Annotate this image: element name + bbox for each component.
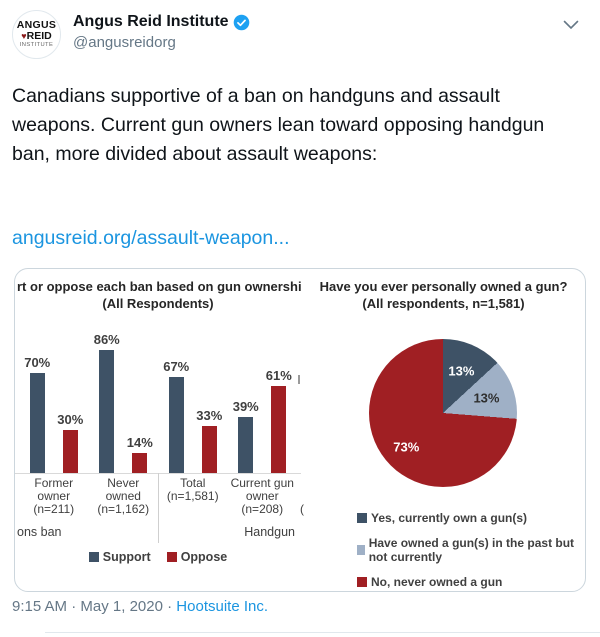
bar-value-label: 70%	[24, 355, 51, 370]
bar-category-axis: Former owner (n=211) Never owned (n=1,162…	[19, 477, 297, 516]
bar-oppose	[201, 426, 217, 473]
time: 9:15 AM	[12, 598, 68, 615]
legend-swatch	[88, 552, 99, 562]
legend-label: No, never owned a gun	[371, 575, 503, 589]
bar-value-label: 33%	[196, 408, 223, 423]
cropped-text-fragment: (	[300, 502, 304, 516]
legend-swatch	[166, 552, 177, 562]
author-handle[interactable]: @angusreidorg	[73, 34, 176, 51]
bar-group-separator	[158, 473, 159, 543]
bar-category-label: Current gun owner (n=208)	[230, 476, 294, 516]
bar-value-label: 61%	[265, 368, 292, 383]
avatar[interactable]: ANGUS ♥REID INSTITUTE	[12, 10, 61, 59]
pie-chart-panel: Have you ever personally owned a gun? (A…	[301, 269, 585, 591]
bar-group-axis: ons ban Handgun	[17, 525, 297, 540]
date: May 1, 2020	[80, 598, 163, 615]
bar-category-label: Total (n=1,581)	[166, 476, 219, 503]
avatar-text-reid: ♥REID	[21, 30, 52, 43]
bar-chart-panel: rt or oppose each ban based on gun owner…	[15, 269, 304, 591]
bar-group: 67% 33%	[163, 359, 222, 473]
dot-separator: ·	[71, 598, 77, 615]
bar-plot-area: 70% 30% 86% 14% 67% 33% 39% 61%	[19, 329, 297, 473]
bar-category-label: Former owner (n=211)	[33, 476, 75, 516]
pie-chart-subtitle: (All respondents, n=1,581)	[362, 296, 525, 311]
pie-slice-label: 13%	[448, 363, 475, 379]
legend-item: No, never owned a gun	[357, 575, 585, 589]
bar-oppose	[271, 386, 287, 473]
bar-support	[29, 373, 45, 473]
bar-chart-subtitle: (All Respondents)	[102, 296, 214, 311]
legend-item: Have owned a gun(s) in the past but not …	[357, 536, 585, 564]
pie-legend: Yes, currently own a gun(s) Have owned a …	[357, 511, 585, 591]
legend-swatch	[357, 545, 365, 555]
bar-value-label: 86%	[93, 332, 120, 347]
chevron-down-icon[interactable]	[560, 14, 582, 36]
tweet-text: Canadians supportive of a ban on handgun…	[12, 85, 545, 165]
bar-support	[168, 377, 184, 473]
bar-category-label: Never owned (n=1,162)	[97, 476, 150, 516]
bottom-divider	[45, 632, 600, 633]
tweet-link[interactable]: angusreid.org/assault-weapon...	[12, 227, 290, 249]
display-name[interactable]: Angus Reid Institute	[73, 13, 229, 30]
bar-value-label: 67%	[163, 359, 190, 374]
avatar-text-institute: INSTITUTE	[19, 42, 54, 49]
legend-label: Have owned a gun(s) in the past but not …	[368, 536, 575, 564]
tweet-header: ANGUS ♥REID INSTITUTE Angus Reid Institu…	[12, 10, 590, 60]
bar-value-label: 14%	[126, 435, 153, 450]
author-names: Angus Reid Institute @angusreidorg	[73, 13, 250, 51]
source-link[interactable]: Hootsuite Inc.	[176, 598, 269, 615]
tweet-timestamp: 9:15 AM · May 1, 2020 · Hootsuite Inc.	[12, 598, 268, 615]
legend-label: Yes, currently own a gun(s)	[371, 511, 528, 525]
bar-group: 70% 30%	[24, 355, 83, 473]
bar-support	[238, 417, 254, 473]
avatar-text-angus: ANGUS	[16, 18, 57, 31]
legend-label: Oppose	[180, 550, 228, 564]
pie-chart: 13% 13% 73%	[369, 339, 517, 487]
group-label-handgun: Handgun	[244, 525, 295, 539]
pie-slice-label: 73%	[393, 439, 420, 455]
dot-separator: ·	[167, 598, 173, 615]
bar-oppose	[62, 430, 78, 473]
bar-value-label: 39%	[232, 399, 259, 414]
bar-chart-title: rt or oppose each ban based on gun owner…	[17, 279, 301, 294]
legend-item: Oppose	[166, 550, 228, 564]
legend-label: Support	[102, 550, 151, 564]
pie-slice-label: 13%	[473, 390, 500, 406]
bar-oppose	[132, 453, 148, 473]
legend-item: Yes, currently own a gun(s)	[357, 511, 585, 525]
cropped-artifact	[298, 375, 300, 384]
bar-legend: Support Oppose	[15, 550, 301, 564]
legend-swatch	[357, 513, 367, 523]
bar-group: 39% 61%	[233, 368, 292, 473]
maple-leaf-icon: ♥	[21, 31, 27, 42]
legend-swatch	[357, 577, 367, 587]
legend-item: Support	[88, 550, 151, 564]
bar-value-label: 30%	[57, 412, 84, 427]
pie-chart-title: Have you ever personally owned a gun?	[319, 279, 568, 294]
verified-badge-icon	[233, 14, 249, 30]
group-label-assault-weapons-ban: ons ban	[17, 525, 62, 539]
bar-support	[99, 350, 115, 473]
tweet-media-image[interactable]: rt or oppose each ban based on gun owner…	[14, 268, 586, 592]
bar-group: 86% 14%	[94, 332, 153, 473]
